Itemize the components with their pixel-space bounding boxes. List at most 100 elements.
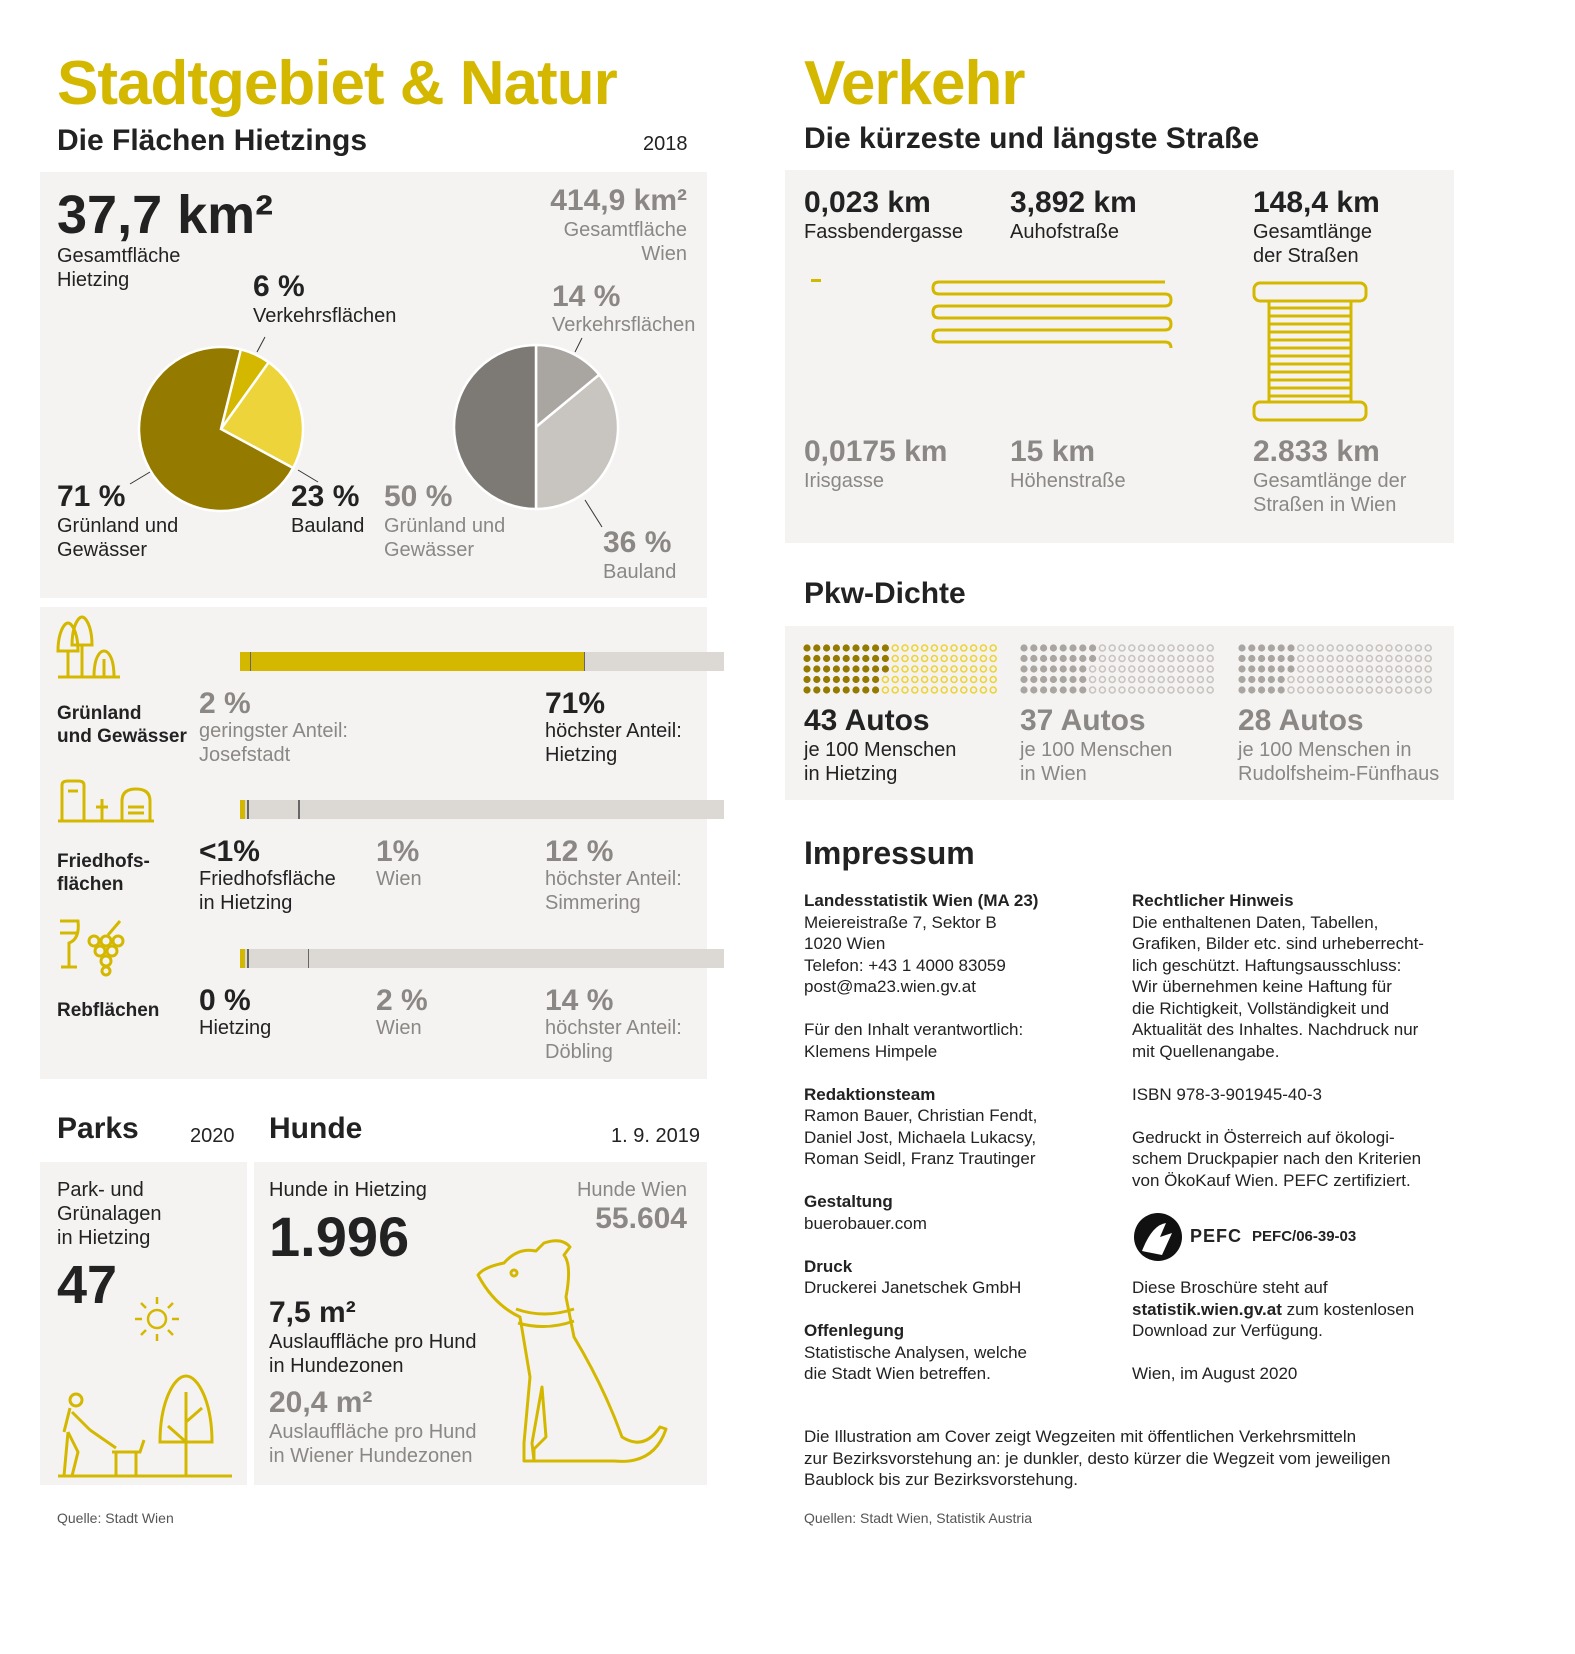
street-value: 0,0175 km xyxy=(804,435,948,468)
car-dot-empty xyxy=(1404,686,1413,694)
car-dot-filled xyxy=(852,654,860,663)
car-dot-empty xyxy=(901,675,909,684)
car-dot-empty xyxy=(1404,675,1413,684)
dog-icon xyxy=(476,1239,668,1463)
car-dot-filled xyxy=(872,686,880,694)
car-dot-filled xyxy=(1258,654,1266,663)
car-dot-empty xyxy=(1385,686,1393,694)
street-label: Auhofstraße xyxy=(1010,221,1119,243)
street-value: 0,023 km xyxy=(804,186,931,219)
car-dot-filled xyxy=(1277,654,1285,663)
car-dot-filled xyxy=(813,675,821,684)
car-dot-empty xyxy=(1326,665,1335,673)
car-dot-empty xyxy=(1355,644,1364,652)
legal-line: Aktualität des Inhaltes. Nachdruck nur xyxy=(1132,1020,1419,1039)
car-dot-empty xyxy=(1127,686,1136,694)
car-dot-filled xyxy=(803,654,811,663)
car-dot-filled xyxy=(803,675,811,684)
subtitle-flaechen: Die Flächen Hietzings xyxy=(57,124,368,157)
pkw-label: je 100 Menschen in xyxy=(1238,739,1412,761)
car-dot-filled xyxy=(813,654,821,663)
car-dot-empty xyxy=(969,644,978,652)
car-dot-empty xyxy=(1186,665,1195,673)
impressum-heading: Landesstatistik Wien (MA 23) xyxy=(804,891,1039,910)
car-dot-filled xyxy=(1258,686,1266,694)
car-dot-empty xyxy=(960,675,968,684)
car-dot-empty xyxy=(979,654,988,663)
car-dot-empty xyxy=(1365,686,1374,694)
car-dot-filled xyxy=(872,675,880,684)
car-dot-filled xyxy=(1079,654,1087,663)
car-dot-filled xyxy=(1040,644,1048,652)
pie-slice-bau xyxy=(219,360,305,470)
car-dot-empty xyxy=(1316,654,1325,663)
car-dot-empty xyxy=(1375,675,1384,684)
label: Hietzing xyxy=(57,269,130,291)
car-dot-empty xyxy=(1206,665,1215,673)
label: Grünland und xyxy=(384,515,506,537)
car-dot-empty xyxy=(1424,665,1433,673)
share-bar-fill xyxy=(240,800,245,819)
car-dot-empty xyxy=(969,686,978,694)
row-value: 71% xyxy=(545,687,606,720)
car-dot-filled xyxy=(1248,665,1256,673)
car-dot-filled xyxy=(1069,686,1077,694)
section-title-verkehr: Verkehr xyxy=(804,49,1026,118)
car-dot-empty xyxy=(920,644,929,652)
car-dot-empty xyxy=(1287,686,1295,694)
parks-label: Park- und Grünalagen in Hietzing xyxy=(57,1178,162,1250)
car-dot-empty xyxy=(1394,675,1403,684)
impressum-col1: Landesstatistik Wien (MA 23) Meiereistraß… xyxy=(804,890,1124,1406)
car-dot-empty xyxy=(1196,644,1205,652)
car-dot-empty xyxy=(920,654,929,663)
legal-line xyxy=(1132,1062,1452,1084)
download-link[interactable]: statistik.wien.gv.at xyxy=(1132,1299,1282,1319)
pie-wien xyxy=(452,343,620,511)
car-dot-filled xyxy=(1069,665,1077,673)
share-bar xyxy=(240,800,724,819)
cover-note-line: Die Illustration am Cover zeigt Wegzeite… xyxy=(804,1427,1357,1446)
car-dot-empty xyxy=(1414,654,1423,663)
car-dot-filled xyxy=(1238,644,1246,652)
car-dot-filled xyxy=(862,654,870,663)
car-dot-filled xyxy=(1258,644,1266,652)
car-dot-filled xyxy=(872,644,880,652)
car-dot-empty xyxy=(1345,675,1354,684)
impressum-section: Redaktionsteam Ramon Bauer, Christian Fen… xyxy=(804,1084,1124,1170)
row-text: höchster Anteil: xyxy=(545,868,682,890)
car-dot-empty xyxy=(1326,654,1335,663)
car-dot-empty xyxy=(1176,644,1185,652)
car-dot-filled xyxy=(823,675,831,684)
car-dot-empty xyxy=(1108,686,1117,694)
section-title-stadtgebiet: Stadtgebiet & Natur xyxy=(57,49,618,118)
car-dot-filled xyxy=(872,654,880,663)
impressum-heading: Offenlegung xyxy=(804,1321,905,1340)
car-dot-empty xyxy=(1296,654,1305,663)
impressum-line: 1020 Wien xyxy=(804,934,886,953)
auslauf-wien-label: Auslauffläche pro Hund in Wiener Hundezon… xyxy=(269,1420,477,1468)
car-dot-empty xyxy=(1326,686,1335,694)
street-label: Straßen in Wien xyxy=(1253,494,1397,516)
car-dot-empty xyxy=(940,644,948,652)
car-dot-empty xyxy=(930,686,939,694)
row-text: Wien xyxy=(376,868,422,890)
car-dot-empty xyxy=(891,654,899,663)
row-text: höchster Anteil: xyxy=(545,1017,682,1039)
car-dot-filled xyxy=(823,665,831,673)
car-dot-empty xyxy=(1355,654,1364,663)
car-dot-empty xyxy=(940,654,948,663)
car-dot-empty xyxy=(1345,644,1354,652)
car-dot-empty xyxy=(1355,665,1364,673)
hunde-hietzing-label: Hunde in Hietzing xyxy=(269,1179,427,1201)
legal-line: lich geschützt. Haftungsausschluss: xyxy=(1132,955,1402,975)
car-dot-filled xyxy=(832,644,840,652)
row-value: 0 % xyxy=(199,984,251,1017)
pefc-logo: PEFC PEFC/06-39-03 xyxy=(1132,1211,1452,1263)
car-dot-empty xyxy=(1127,665,1136,673)
car-dot-filled xyxy=(1069,675,1077,684)
legal-line: Grafiken, Bilder etc. sind urheberrecht- xyxy=(1132,934,1424,953)
car-dot-filled xyxy=(1059,675,1067,684)
car-dot-filled xyxy=(1248,675,1256,684)
leader-line xyxy=(584,499,603,528)
streets-panel: 0,023 km Fassbendergasse 3,892 km Auhofstra… xyxy=(785,170,1454,543)
